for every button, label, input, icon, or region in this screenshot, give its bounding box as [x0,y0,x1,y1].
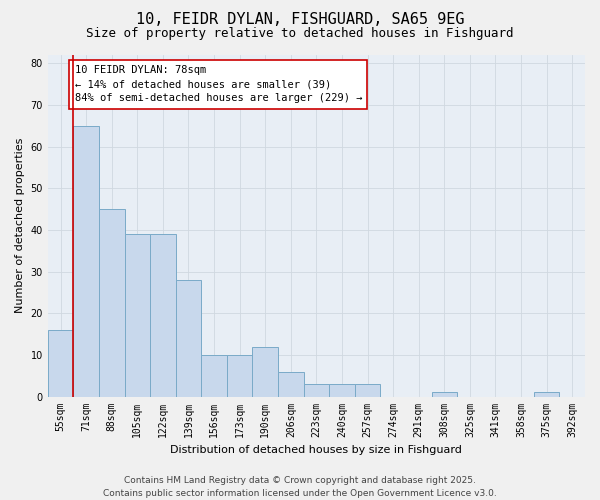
Y-axis label: Number of detached properties: Number of detached properties [15,138,25,314]
Bar [125,234,150,396]
Bar [278,372,304,396]
Bar [201,355,227,397]
Bar [534,392,559,396]
X-axis label: Distribution of detached houses by size in Fishguard: Distribution of detached houses by size … [170,445,463,455]
Bar [329,384,355,396]
Bar [253,346,278,397]
Bar [304,384,329,396]
Bar [355,384,380,396]
Text: 10, FEIDR DYLAN, FISHGUARD, SA65 9EG: 10, FEIDR DYLAN, FISHGUARD, SA65 9EG [136,12,464,28]
Bar [150,234,176,396]
Bar [227,355,253,397]
Bar [99,209,125,396]
Text: Size of property relative to detached houses in Fishguard: Size of property relative to detached ho… [86,28,514,40]
Bar [48,330,73,396]
Bar [73,126,99,396]
Text: 10 FEIDR DYLAN: 78sqm
← 14% of detached houses are smaller (39)
84% of semi-deta: 10 FEIDR DYLAN: 78sqm ← 14% of detached … [74,66,362,104]
Bar [176,280,201,396]
Bar [431,392,457,396]
Text: Contains HM Land Registry data © Crown copyright and database right 2025.
Contai: Contains HM Land Registry data © Crown c… [103,476,497,498]
